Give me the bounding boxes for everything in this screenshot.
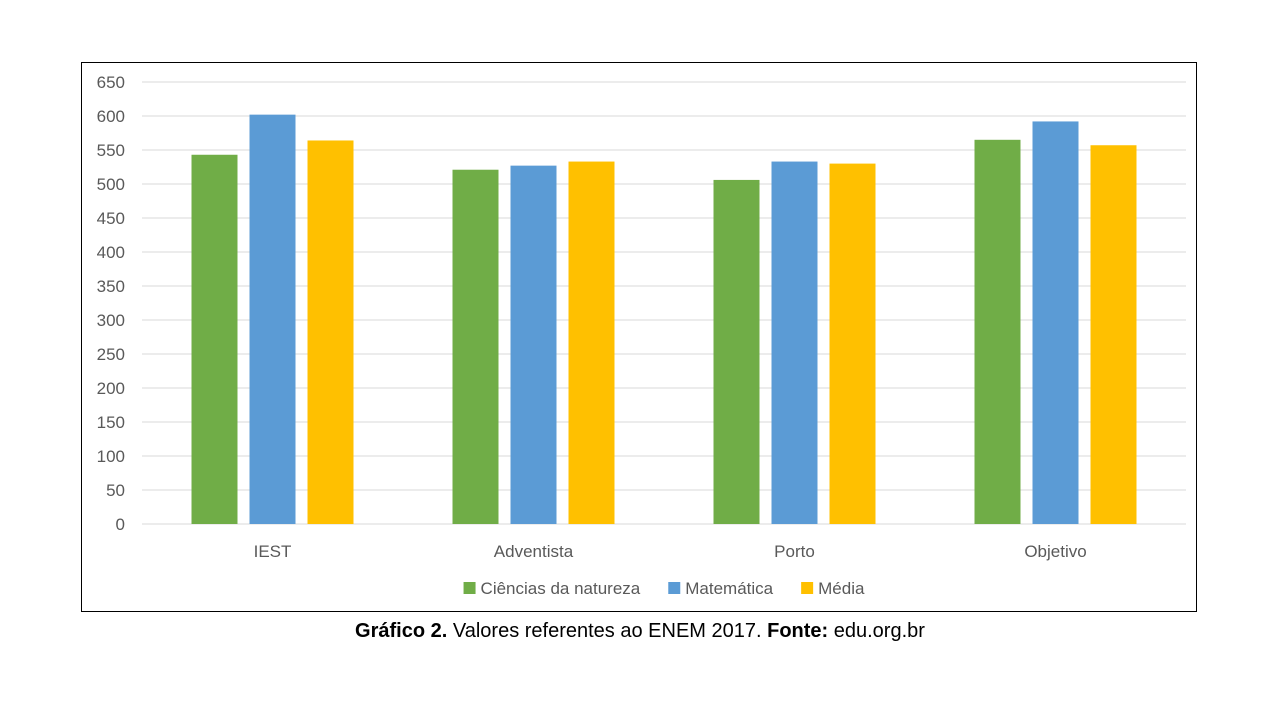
legend-label: Ciências da natureza <box>481 579 641 598</box>
y-tick-label: 450 <box>97 209 125 228</box>
bar <box>713 179 760 525</box>
bar <box>974 139 1021 525</box>
bar <box>191 154 238 524</box>
legend-swatch <box>463 582 476 594</box>
y-tick-label: 150 <box>97 413 125 432</box>
legend-label: Média <box>818 579 865 598</box>
legend-swatch <box>801 582 814 594</box>
bar-chart: 0 50 100 150 200 250 300 350 400 450 500 550 600 650 I… <box>97 73 1186 598</box>
y-tick-label: 500 <box>97 175 125 194</box>
bar <box>568 161 615 524</box>
y-tick-label: 300 <box>97 311 125 330</box>
caption-label: Gráfico 2. <box>355 620 448 642</box>
bar <box>829 163 876 524</box>
figure-caption: Gráfico 2. Valores referentes ao ENEM 20… <box>0 620 1280 643</box>
legend-label: Matemática <box>685 579 773 598</box>
y-tick-label: 400 <box>97 243 125 262</box>
bar <box>249 114 296 524</box>
y-tick-label: 100 <box>97 447 125 466</box>
bar <box>510 165 557 524</box>
bar <box>1090 145 1137 524</box>
x-category-label: Adventista <box>494 542 574 561</box>
bar <box>452 169 499 524</box>
y-tick-label: 350 <box>97 277 125 296</box>
x-category-label: Porto <box>774 542 815 561</box>
bar <box>1032 121 1079 524</box>
y-tick-label: 650 <box>97 73 125 92</box>
y-tick-label: 200 <box>97 379 125 398</box>
caption-source-label: Fonte: <box>767 620 829 642</box>
y-tick-label: 250 <box>97 345 125 364</box>
x-category-label: IEST <box>254 542 292 561</box>
x-category-label: Objetivo <box>1024 542 1086 561</box>
y-tick-label: 0 <box>116 515 125 534</box>
chart-frame: 0 50 100 150 200 250 300 350 400 450 500 550 600 650 I… <box>81 62 1197 612</box>
caption-source: edu.org.br <box>828 620 925 642</box>
bar <box>307 140 354 524</box>
caption-text: Valores referentes ao ENEM 2017. <box>447 620 768 642</box>
y-tick-label: 550 <box>97 141 125 160</box>
y-tick-label: 600 <box>97 107 125 126</box>
y-tick-label: 50 <box>106 481 125 500</box>
bar <box>771 161 818 524</box>
legend-swatch <box>668 582 681 594</box>
